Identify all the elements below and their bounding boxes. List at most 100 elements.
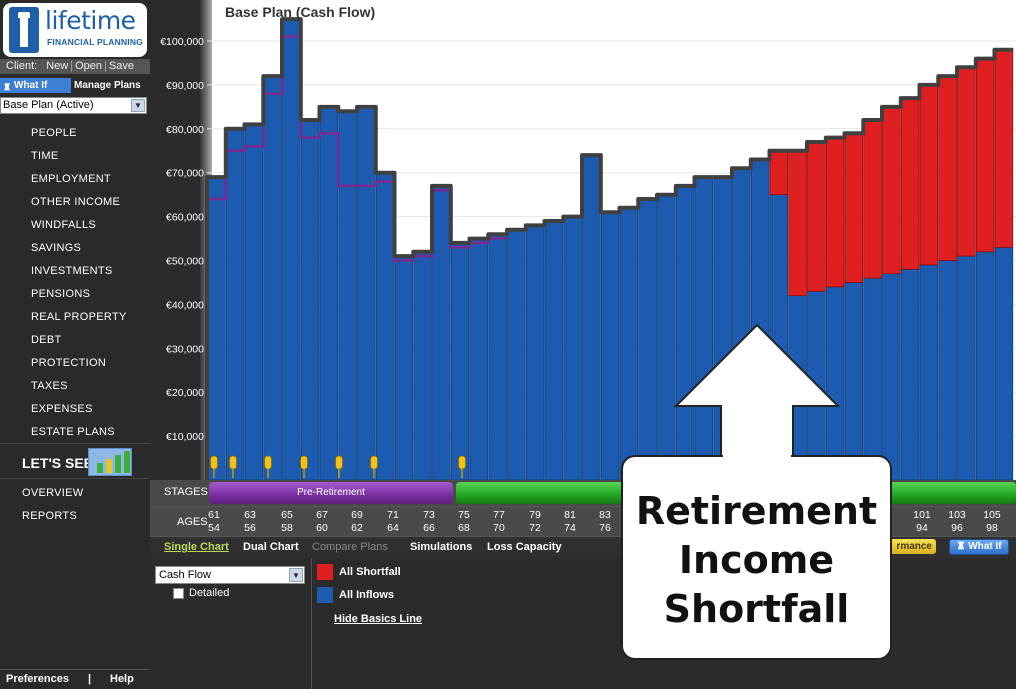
help-link[interactable]: Help — [110, 673, 134, 685]
chart-type-value: Cash Flow — [159, 569, 211, 581]
detailed-checkbox[interactable] — [173, 588, 184, 599]
tab-compare-plans[interactable]: Compare Plans — [312, 541, 388, 553]
hide-basics-line-link[interactable]: Hide Basics Line — [334, 613, 423, 625]
bar-inflows — [207, 176, 226, 480]
sidebar-item-other-income[interactable]: OTHER INCOME — [31, 196, 121, 208]
bar-inflows — [994, 246, 1014, 480]
preferences-link[interactable]: Preferences — [6, 673, 69, 685]
bar-inflows — [863, 277, 882, 480]
cash-flow-chart: €10,000 €20,000 €30,000 €40,000 €50,000 €60,0… — [150, 0, 1016, 480]
age-label-primary: 71 — [387, 509, 399, 521]
stage-pre-retirement[interactable]: Pre-Retirement — [209, 482, 453, 504]
chevron-down-icon[interactable]: ▼ — [131, 99, 145, 112]
bar-inflows — [300, 119, 320, 480]
bar-inflows — [825, 286, 845, 480]
bar-inflows — [600, 211, 620, 480]
age-label-secondary: 74 — [564, 522, 576, 534]
chevron-down-icon[interactable]: ▼ — [289, 568, 303, 582]
age-label-primary: 79 — [529, 509, 541, 521]
bar-inflows — [263, 75, 282, 480]
lighthouse-icon: ♜ — [956, 541, 966, 552]
sidebar-item-expenses[interactable]: EXPENSES — [31, 403, 93, 415]
bar-inflows — [450, 242, 470, 480]
sidebar-item-savings[interactable]: SAVINGS — [31, 242, 82, 254]
bar-shortfall — [882, 106, 901, 275]
tab-manage-plans[interactable]: Manage Plans — [74, 80, 141, 91]
bar-inflows — [319, 106, 339, 480]
sidebar-item-reports[interactable]: REPORTS — [22, 510, 78, 522]
bar-inflows — [713, 176, 732, 480]
bar-inflows — [225, 128, 245, 480]
footer-separator: | — [88, 673, 92, 685]
what-if-button[interactable]: ♜ What If — [949, 539, 1009, 555]
bar-inflows — [563, 216, 582, 480]
legend-label-inflows: All Inflows — [339, 589, 394, 601]
bar-shortfall — [788, 150, 807, 297]
event-pin-icon — [335, 455, 343, 470]
stages-label: STAGES — [164, 486, 208, 498]
plan-select-value: Base Plan (Active) — [3, 99, 94, 111]
tab-what-if[interactable]: ♜ What If — [0, 78, 71, 93]
tab-loss-capacity[interactable]: Loss Capacity — [487, 541, 562, 553]
total-outline-line — [205, 17, 1014, 480]
sidebar-item-overview[interactable]: OVERVIEW — [22, 487, 84, 499]
brand-subtitle: FINANCIAL PLANNING — [47, 37, 143, 47]
lets-see-label: LET'S SEE — [22, 455, 94, 471]
bar-chart-icon — [88, 448, 132, 476]
sidebar-item-windfalls[interactable]: WINDFALLS — [31, 219, 97, 231]
sidebar-item-protection[interactable]: PROTECTION — [31, 357, 107, 369]
sidebar-item-real-property[interactable]: REAL PROPERTY — [31, 311, 127, 323]
sidebar-item-estate-plans[interactable]: ESTATE PLANS — [31, 426, 115, 438]
age-label-secondary: 96 — [951, 522, 963, 534]
client-save-link[interactable]: Save — [108, 60, 134, 72]
bar-inflows — [432, 185, 451, 480]
age-label-secondary: 54 — [208, 522, 220, 534]
bar-shortfall — [919, 84, 939, 266]
client-bar: Client: New | Open | Save — [0, 59, 150, 74]
plan-select[interactable]: Base Plan (Active) ▼ — [0, 97, 147, 114]
y-tick-label: €60,000 — [166, 212, 204, 224]
age-label-secondary: 58 — [281, 522, 293, 534]
bar-inflows — [619, 207, 639, 480]
age-label-primary: 65 — [281, 509, 293, 521]
age-label-primary: 61 — [208, 509, 220, 521]
sidebar-item-pensions[interactable]: PENSIONS — [31, 288, 91, 300]
client-open-link[interactable]: Open — [75, 60, 103, 72]
sidebar-item-employment[interactable]: EMPLOYMENT — [31, 173, 112, 185]
tab-what-if-label: What If — [14, 80, 48, 91]
bar-inflows — [413, 251, 432, 480]
basics-line — [207, 35, 507, 262]
sidebar-item-taxes[interactable]: TAXES — [31, 380, 68, 392]
y-tick-label: €80,000 — [166, 124, 204, 136]
detailed-label: Detailed — [189, 587, 230, 599]
bar-inflows — [919, 264, 939, 480]
sidebar-item-time[interactable]: TIME — [31, 150, 59, 162]
tab-dual-chart[interactable]: Dual Chart — [243, 541, 299, 553]
client-new-link[interactable]: New — [46, 60, 69, 72]
age-label-primary: 81 — [564, 509, 576, 521]
age-label-primary: 67 — [316, 509, 328, 521]
y-tick-label: €90,000 — [166, 80, 204, 92]
bar-inflows — [807, 290, 826, 480]
bar-shortfall — [807, 141, 826, 292]
chart-type-select[interactable]: Cash Flow ▼ — [155, 566, 305, 584]
bar-inflows — [375, 172, 395, 480]
y-tick-label: €40,000 — [166, 299, 204, 311]
age-label-primary: 69 — [351, 509, 363, 521]
y-tick-label: €10,000 — [166, 431, 204, 443]
bar-shortfall — [863, 119, 882, 279]
tab-single-chart[interactable]: Single Chart — [164, 541, 229, 553]
sidebar-item-people[interactable]: PEOPLE — [31, 127, 77, 139]
brand-logo: lifetime FINANCIAL PLANNING — [3, 3, 147, 57]
sidebar-item-debt[interactable]: DEBT — [31, 334, 62, 346]
bar-shortfall — [900, 97, 920, 270]
age-label-secondary: 66 — [423, 522, 435, 534]
lets-see-button[interactable]: LET'S SEE — [0, 443, 150, 479]
bar-inflows — [638, 198, 657, 480]
tab-simulations[interactable]: Simulations — [410, 541, 473, 553]
brand-name: lifetime — [45, 6, 136, 35]
sidebar: lifetime FINANCIAL PLANNING Client: New |… — [0, 0, 150, 689]
bar-inflows — [244, 124, 264, 480]
sidebar-item-investments[interactable]: INVESTMENTS — [31, 265, 113, 277]
lighthouse-icon — [9, 7, 39, 53]
